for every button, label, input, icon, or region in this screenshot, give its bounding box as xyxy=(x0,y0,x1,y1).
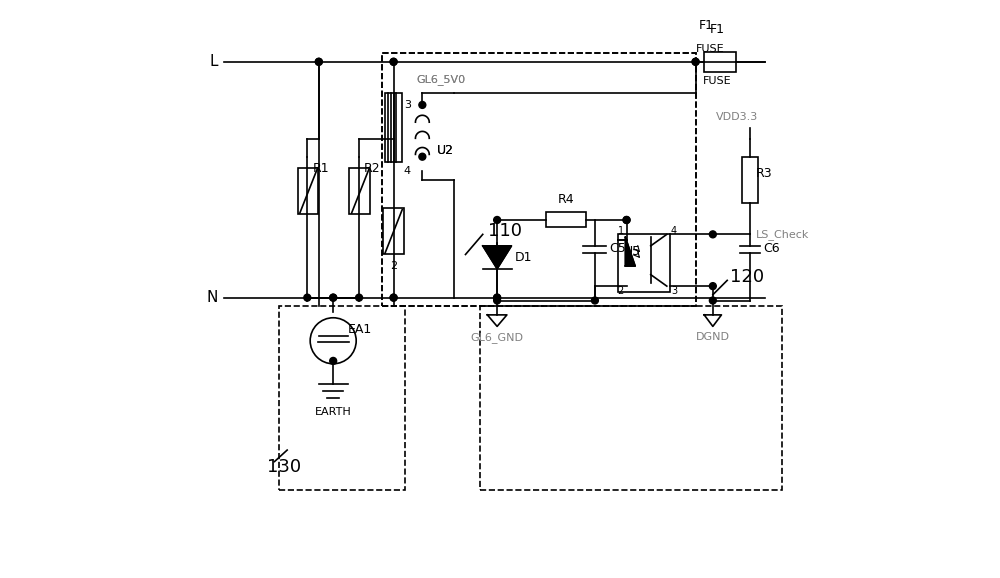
Circle shape xyxy=(591,297,598,304)
Text: 3: 3 xyxy=(671,286,677,296)
Bar xyxy=(385,94,402,162)
Circle shape xyxy=(315,58,322,65)
Bar xyxy=(279,306,405,490)
Text: EARTH: EARTH xyxy=(315,407,352,417)
Bar xyxy=(383,209,404,254)
Circle shape xyxy=(494,294,501,301)
Text: R1: R1 xyxy=(313,162,330,175)
Text: C5: C5 xyxy=(609,242,626,255)
Circle shape xyxy=(692,58,699,65)
Circle shape xyxy=(709,231,716,238)
Text: FUSE: FUSE xyxy=(696,43,724,54)
Circle shape xyxy=(330,357,337,364)
Circle shape xyxy=(330,294,337,301)
Circle shape xyxy=(390,58,397,65)
Text: FUSE: FUSE xyxy=(703,76,731,86)
Text: 4: 4 xyxy=(404,166,411,176)
Circle shape xyxy=(304,294,311,301)
Polygon shape xyxy=(625,237,635,266)
Text: C6: C6 xyxy=(763,242,780,255)
Bar xyxy=(349,168,370,214)
Text: U5: U5 xyxy=(624,245,641,258)
Text: GL6_5V0: GL6_5V0 xyxy=(417,74,466,85)
Circle shape xyxy=(390,294,397,301)
Circle shape xyxy=(419,153,426,160)
Text: 1: 1 xyxy=(618,225,624,235)
Bar xyxy=(382,53,696,306)
Bar xyxy=(546,213,586,228)
Text: EA1: EA1 xyxy=(348,323,372,336)
Circle shape xyxy=(356,294,363,301)
Circle shape xyxy=(494,294,501,301)
Text: LS_Check: LS_Check xyxy=(756,229,809,240)
Circle shape xyxy=(330,294,337,301)
Bar xyxy=(704,52,736,72)
Circle shape xyxy=(623,217,630,224)
Bar xyxy=(618,234,670,292)
Circle shape xyxy=(494,297,501,304)
Circle shape xyxy=(390,294,397,301)
Circle shape xyxy=(315,58,322,65)
Text: 2: 2 xyxy=(390,261,397,272)
Text: F1: F1 xyxy=(709,23,724,36)
Text: DGND: DGND xyxy=(696,332,730,342)
Bar xyxy=(298,168,318,214)
Text: VDD3.3: VDD3.3 xyxy=(716,112,758,122)
Text: R2: R2 xyxy=(364,162,380,175)
Text: R3: R3 xyxy=(756,168,773,180)
Polygon shape xyxy=(483,246,512,269)
Circle shape xyxy=(709,283,716,290)
Text: GL6_5V0: GL6_5V0 xyxy=(417,74,466,85)
Text: GL6_GND: GL6_GND xyxy=(471,332,524,343)
Circle shape xyxy=(623,217,630,224)
Text: 4: 4 xyxy=(671,225,677,235)
Circle shape xyxy=(709,297,716,304)
Text: U2: U2 xyxy=(437,144,454,157)
Text: 110: 110 xyxy=(488,223,522,240)
Circle shape xyxy=(419,102,426,109)
Circle shape xyxy=(390,58,397,65)
Text: 130: 130 xyxy=(267,458,301,476)
Text: L: L xyxy=(210,54,218,69)
Text: U2: U2 xyxy=(437,144,454,157)
Circle shape xyxy=(494,217,501,224)
Circle shape xyxy=(692,58,699,65)
Text: 3: 3 xyxy=(404,100,411,110)
Text: D1: D1 xyxy=(514,251,532,264)
Text: R4: R4 xyxy=(558,192,574,206)
Bar xyxy=(480,306,782,490)
Text: 120: 120 xyxy=(730,269,764,287)
Text: F1: F1 xyxy=(698,19,713,32)
Text: N: N xyxy=(207,290,218,305)
Bar xyxy=(742,157,758,203)
Text: 2: 2 xyxy=(618,286,624,296)
Bar xyxy=(382,53,696,306)
